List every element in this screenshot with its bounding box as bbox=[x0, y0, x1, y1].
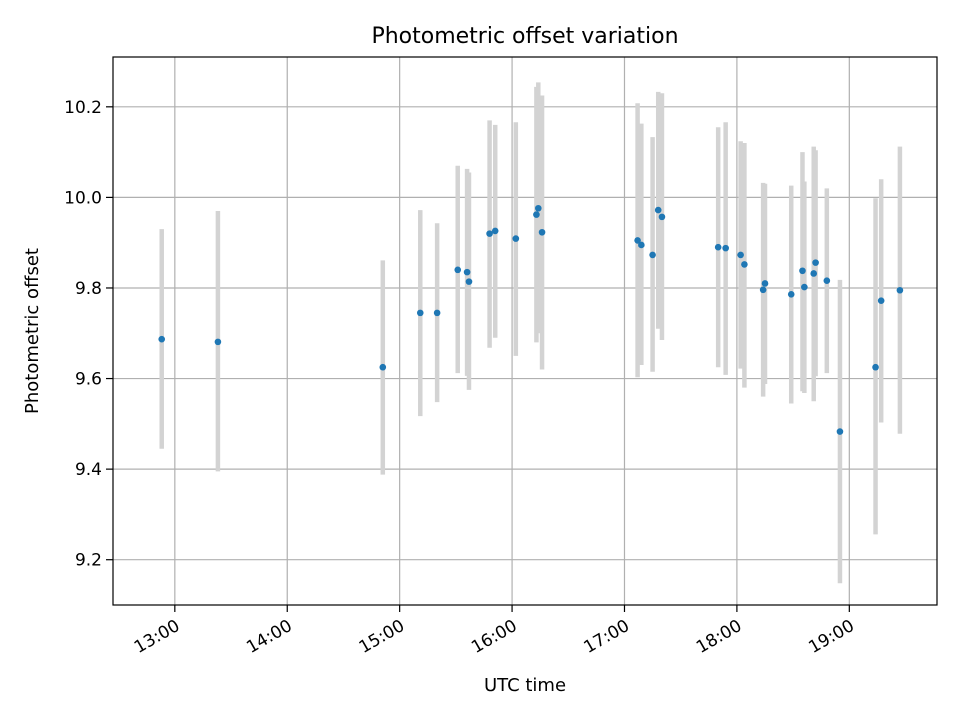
data-point bbox=[638, 241, 645, 249]
data-point bbox=[634, 237, 641, 244]
x-tick-label: 19:00 bbox=[805, 616, 857, 658]
y-tick-label: 9.4 bbox=[75, 460, 102, 480]
data-point bbox=[759, 286, 767, 294]
data-point bbox=[799, 267, 806, 275]
data-point bbox=[714, 243, 722, 251]
data-point bbox=[538, 228, 546, 236]
data-point bbox=[810, 270, 818, 277]
y-tick-label: 10.2 bbox=[64, 98, 102, 118]
plot-frame bbox=[112, 56, 938, 606]
y-tick-label: 9.8 bbox=[75, 279, 102, 299]
data-point bbox=[433, 309, 441, 317]
x-axis-ticks: 13:00 14:00 15:00 16:00 17:00 18:00 19:00 bbox=[131, 605, 858, 658]
data-point bbox=[801, 283, 808, 291]
data-point bbox=[896, 286, 904, 294]
data-point bbox=[416, 309, 424, 317]
data-point bbox=[761, 280, 769, 287]
data-point bbox=[737, 251, 744, 259]
grid bbox=[113, 57, 937, 605]
data-point bbox=[836, 428, 844, 435]
data-point bbox=[533, 211, 540, 218]
y-tick-label: 9.2 bbox=[75, 551, 102, 571]
y-axis-ticks: 9.2 9.4 9.6 9.8 10.0 10.2 bbox=[64, 98, 113, 571]
x-tick-label: 18:00 bbox=[693, 616, 745, 658]
data-point bbox=[722, 244, 729, 252]
y-tick-label: 9.6 bbox=[75, 370, 102, 390]
data-point bbox=[491, 227, 499, 235]
data-point bbox=[463, 268, 471, 276]
data-point bbox=[877, 297, 885, 304]
data-point bbox=[872, 363, 879, 371]
data-point bbox=[454, 266, 462, 274]
data-point bbox=[741, 261, 748, 268]
data-point bbox=[649, 251, 656, 259]
data-point bbox=[654, 206, 662, 214]
x-tick-label: 17:00 bbox=[581, 616, 633, 658]
data-point bbox=[658, 213, 666, 221]
data-point bbox=[512, 235, 520, 242]
data-point bbox=[465, 278, 473, 285]
data-point bbox=[823, 277, 831, 285]
x-tick-label: 13:00 bbox=[131, 616, 183, 658]
data-point bbox=[812, 259, 819, 266]
x-axis-label: UTC time bbox=[484, 675, 566, 696]
data-point bbox=[787, 291, 795, 298]
error-bars bbox=[159, 82, 903, 584]
data-points bbox=[158, 204, 904, 435]
data-point bbox=[214, 338, 222, 346]
data-point bbox=[486, 230, 493, 237]
data-point bbox=[379, 363, 387, 371]
chart-title: Photometric offset variation bbox=[371, 24, 678, 49]
x-tick-label: 15:00 bbox=[356, 616, 408, 658]
x-tick-label: 16:00 bbox=[468, 616, 520, 658]
data-point bbox=[158, 335, 166, 343]
y-axis-label: Photometric offset bbox=[22, 248, 43, 414]
data-point bbox=[535, 204, 542, 212]
x-tick-label: 14:00 bbox=[243, 616, 295, 658]
y-tick-label: 10.0 bbox=[64, 188, 102, 208]
